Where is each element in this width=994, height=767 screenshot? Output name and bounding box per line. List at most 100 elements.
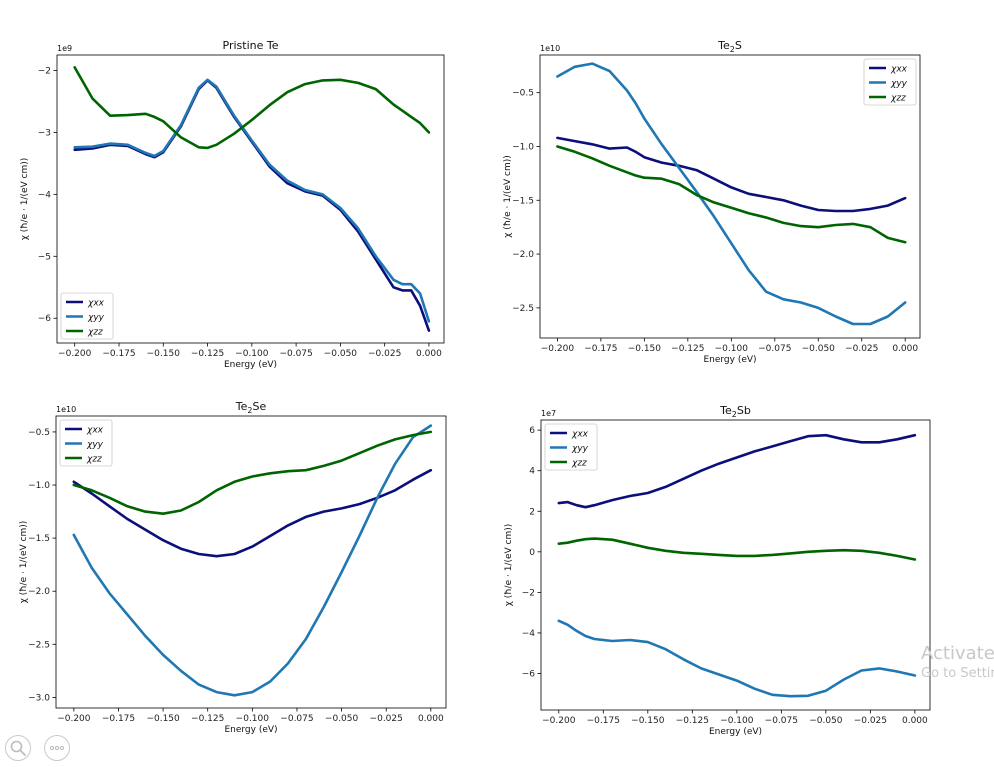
x-tick-label: −0.200: [542, 716, 576, 726]
x-tick-label: −0.075: [765, 716, 798, 726]
watermark-line1: Activate: [921, 643, 994, 664]
legend-label-xx: χxx: [87, 299, 105, 309]
series-line-xx: [557, 433, 917, 509]
legend-label-xx: χxx: [86, 426, 104, 436]
legend-box: [544, 423, 598, 471]
x-tick-label: −0.025: [370, 714, 403, 724]
legend-label-yy: χyy: [86, 440, 104, 450]
search-button[interactable]: [5, 735, 31, 761]
axis-multiplier: 1e10: [56, 405, 76, 414]
series-line-yy: [556, 62, 907, 326]
legend-label-yy: χyy: [87, 313, 105, 323]
x-tick-label: 0.000: [418, 714, 444, 724]
y-axis-label: χ (ħ/e · 1/(eV cm)): [20, 158, 30, 241]
series-line-yy: [557, 619, 917, 698]
y-axis-label: χ (ħ/e · 1/(eV cm)): [19, 521, 29, 604]
more-icon: [49, 745, 65, 751]
title-main: Te: [235, 400, 248, 413]
legend: χxx χyy χzz: [59, 419, 113, 467]
y-tick-label: −2.5: [28, 640, 50, 650]
legend: χxx χyy χzz: [60, 292, 114, 340]
y-tick-label: −2: [522, 588, 535, 598]
plot-frame: [55, 415, 447, 709]
legend-label-zz: χzz: [571, 459, 587, 469]
x-tick-label: −0.175: [102, 714, 135, 724]
plot-frame: [539, 54, 921, 339]
x-tick-label: −0.025: [368, 349, 401, 359]
series-line-yy: [73, 78, 431, 323]
axis-multiplier: 1e7: [541, 409, 556, 418]
y-tick-label: −1.0: [512, 142, 534, 152]
y-tick-label: 2: [529, 507, 535, 517]
series-line-xx: [556, 136, 907, 213]
x-tick-label: −0.125: [671, 344, 704, 354]
y-tick-label: −2.0: [512, 250, 534, 260]
x-tick-label: −0.100: [720, 716, 754, 726]
x-tick-label: −0.075: [280, 714, 313, 724]
y-tick-label: −2: [38, 66, 51, 76]
y-tick-label: −4: [522, 629, 536, 639]
legend-label-xx: χxx: [571, 430, 589, 440]
y-tick-label: −1.0: [28, 481, 50, 491]
chart-title: Te2Se: [235, 400, 267, 415]
x-tick-label: −0.175: [102, 349, 135, 359]
x-tick-label: −0.150: [631, 716, 665, 726]
x-axis-label: Energy (eV): [224, 725, 277, 735]
chart-title: Te2Sb: [719, 404, 751, 419]
title-suffix: Se: [252, 400, 266, 413]
x-tick-label: −0.125: [191, 349, 224, 359]
y-tick-label: −1.5: [28, 534, 50, 544]
title-main: Te: [717, 39, 730, 52]
x-tick-label: −0.025: [845, 344, 878, 354]
title-subscript: 2: [730, 45, 735, 54]
legend-label-yy: χyy: [890, 79, 908, 89]
x-tick-label: −0.125: [191, 714, 224, 724]
chart-2: Te2S 1e10 −0.200 −0.175 −0.150 −0.125 −0.100 −0…: [503, 39, 921, 365]
y-tick-label: −6: [522, 669, 536, 679]
plot-frame: [56, 54, 445, 344]
series-group: [557, 433, 917, 698]
y-tick-label: 0: [529, 548, 535, 558]
series-line-yy: [72, 424, 433, 697]
legend-label-yy: χyy: [571, 444, 589, 454]
plot-frame: [540, 419, 931, 711]
series-line-zz: [73, 66, 431, 150]
legend-label-xx: χxx: [890, 65, 908, 75]
series-line-xx: [73, 79, 431, 332]
x-tick-label: −0.200: [57, 714, 91, 724]
y-tick-label: −6: [38, 314, 52, 324]
y-tick-label: −3.0: [28, 693, 50, 703]
legend: χxx χyy χzz: [863, 58, 917, 106]
x-tick-label: −0.100: [235, 349, 269, 359]
x-axis-label: Energy (eV): [709, 727, 762, 737]
chart-title: Te2S: [717, 39, 742, 54]
title-suffix: S: [735, 39, 742, 52]
more-button[interactable]: [44, 735, 70, 761]
legend-label-zz: χzz: [87, 328, 103, 338]
legend-box: [59, 419, 113, 467]
x-tick-label: 0.000: [892, 344, 918, 354]
x-tick-label: −0.050: [324, 349, 358, 359]
x-tick-label: −0.125: [676, 716, 709, 726]
legend-box: [60, 292, 114, 340]
x-axis-label: Energy (eV): [703, 355, 756, 365]
legend: χxx χyy χzz: [544, 423, 598, 471]
title-main: Te: [719, 404, 732, 417]
y-tick-label: −2.0: [28, 587, 50, 597]
y-tick-label: −5: [38, 252, 51, 262]
x-tick-label: −0.075: [758, 344, 791, 354]
activate-watermark: Activate Go to Settings: [921, 643, 994, 683]
y-tick-label: 6: [529, 426, 535, 436]
x-axis-label: Energy (eV): [224, 360, 277, 370]
y-axis-label: χ (ħ/e · 1/(eV cm)): [504, 524, 514, 607]
title-suffix: Sb: [737, 404, 751, 417]
x-tick-label: −0.150: [146, 714, 180, 724]
x-tick-label: 0.000: [416, 349, 442, 359]
y-tick-label: −0.5: [512, 89, 534, 99]
search-icon: [10, 740, 26, 756]
series-line-zz: [556, 145, 907, 244]
y-tick-label: −3: [38, 128, 51, 138]
x-tick-label: −0.100: [236, 714, 270, 724]
